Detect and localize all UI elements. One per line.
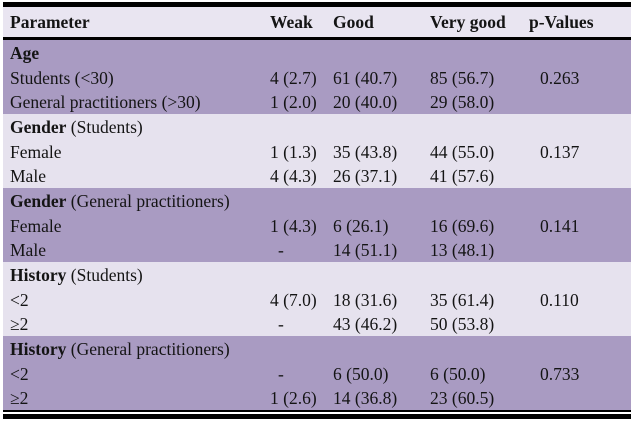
cell-weak: 1 (2.0) [270, 91, 317, 112]
cell-weak: 1 (4.3) [270, 215, 317, 236]
cell-very-good: 35 (61.4) [430, 289, 495, 310]
column-header-row: Parameter Weak Good Very good p-Values [3, 7, 631, 40]
cell-p-value [526, 312, 631, 336]
cell-parameter: Male [10, 239, 46, 260]
cell-good: 35 (43.8) [333, 141, 398, 162]
bottom-border-gap [3, 412, 631, 414]
cell-weak: 4 (7.0) [270, 289, 317, 310]
cell-very-good: 50 (53.8) [430, 313, 495, 334]
cell-p-value: 0.110 [540, 289, 579, 310]
cell-very-good: 44 (55.0) [430, 141, 495, 162]
table-row: Students (<30) 4 (2.7) 61 (40.7) 85 (56.7) 0… [3, 66, 631, 90]
group-title: Age [10, 42, 40, 63]
cell-very-good: 6 (50.0) [430, 363, 486, 384]
table-row: Female 1 (1.3) 35 (43.8) 44 (55.0) 0.137 [3, 140, 631, 164]
col-header-p-values: p-Values [526, 7, 631, 40]
group-title: Gender [10, 116, 67, 137]
table-row: Male 4 (4.3) 26 (37.1) 41 (57.6) [3, 164, 631, 188]
cell-weak: - [278, 363, 284, 384]
table-row: Female 1 (4.3) 6 (26.1) 16 (69.6) 0.141 [3, 214, 631, 238]
cell-p-value: 0.141 [540, 215, 580, 236]
group-header-row: History (General practitioners) [3, 336, 631, 362]
cell-good: 20 (40.0) [333, 91, 398, 112]
bottom-border-thin-line [3, 410, 631, 412]
col-header-good: Good [330, 7, 427, 40]
group-header-cell: Age [3, 39, 631, 67]
table-row: ≥2 1 (2.6) 14 (36.8) 23 (60.5) [3, 386, 631, 410]
group-header-row: History (Students) [3, 262, 631, 288]
cell-p-value [526, 164, 631, 188]
group-header-row: Age [3, 38, 631, 67]
cell-weak: 1 (2.6) [270, 387, 317, 408]
cell-good: 43 (46.2) [333, 313, 398, 334]
cell-parameter: <2 [10, 363, 29, 384]
table-bottom-border [3, 410, 631, 419]
parameter-ratings-table: Parameter Weak Good Very good p-Values A… [3, 7, 631, 410]
cell-parameter: Male [10, 165, 46, 186]
cell-parameter: Female [10, 215, 62, 236]
col-header-weak: Weak [267, 7, 330, 40]
cell-p-value: 0.137 [540, 141, 580, 162]
table-row: <2 - 6 (50.0) 6 (50.0) 0.733 [3, 362, 631, 386]
group-header-row: Gender (General practitioners) [3, 188, 631, 214]
cell-good: 61 (40.7) [333, 67, 398, 88]
cell-good: 14 (51.1) [333, 239, 398, 260]
cell-very-good: 23 (60.5) [430, 387, 495, 408]
cell-very-good: 16 (69.6) [430, 215, 495, 236]
group-header-cell: Gender (Students) [3, 114, 631, 140]
cell-weak: - [278, 239, 284, 260]
group-subtitle: (General practitioners) [66, 190, 230, 211]
col-header-very-good: Very good [427, 7, 526, 40]
cell-weak: 4 (4.3) [270, 165, 317, 186]
table-row: General practitioners (>30) 1 (2.0) 20 (40… [3, 90, 631, 114]
cell-good: 26 (37.1) [333, 165, 398, 186]
group-header-cell: History (General practitioners) [3, 336, 631, 362]
table-row: Male - 14 (51.1) 13 (48.1) [3, 238, 631, 262]
group-header-cell: History (Students) [3, 262, 631, 288]
group-header-row: Gender (Students) [3, 114, 631, 140]
cell-good: 18 (31.6) [333, 289, 398, 310]
cell-parameter: Students (<30) [10, 67, 114, 88]
cell-weak: 1 (1.3) [270, 141, 317, 162]
group-subtitle: (Students) [66, 264, 143, 285]
cell-parameter: <2 [10, 289, 29, 310]
cell-p-value [526, 238, 631, 262]
cell-very-good: 29 (58.0) [430, 91, 495, 112]
cell-good: 6 (26.1) [333, 215, 389, 236]
bottom-border-thick-line [3, 414, 631, 419]
cell-good: 14 (36.8) [333, 387, 398, 408]
cell-p-value: 0.263 [540, 67, 580, 88]
table-row: <2 4 (7.0) 18 (31.6) 35 (61.4) 0.110 [3, 288, 631, 312]
cell-parameter: Female [10, 141, 62, 162]
group-subtitle: (Students) [66, 116, 143, 137]
cell-good: 6 (50.0) [333, 363, 389, 384]
cell-very-good: 13 (48.1) [430, 239, 495, 260]
cell-parameter: General practitioners (>30) [10, 91, 201, 112]
cell-parameter: ≥2 [10, 387, 29, 408]
table-row: ≥2 - 43 (46.2) 50 (53.8) [3, 312, 631, 336]
group-title: History [10, 264, 67, 285]
group-subtitle: (General practitioners) [66, 338, 230, 359]
cell-weak: - [278, 313, 284, 334]
cell-very-good: 41 (57.6) [430, 165, 495, 186]
cell-p-value [526, 90, 631, 114]
cell-weak: 4 (2.7) [270, 67, 317, 88]
table-top-border [3, 2, 631, 7]
group-title: Gender [10, 190, 67, 211]
group-title: History [10, 338, 67, 359]
col-header-parameter: Parameter [3, 7, 267, 40]
cell-parameter: ≥2 [10, 313, 29, 334]
cell-very-good: 85 (56.7) [430, 67, 495, 88]
group-header-cell: Gender (General practitioners) [3, 188, 631, 214]
cell-p-value: 0.733 [540, 363, 580, 384]
cell-p-value [526, 386, 631, 410]
